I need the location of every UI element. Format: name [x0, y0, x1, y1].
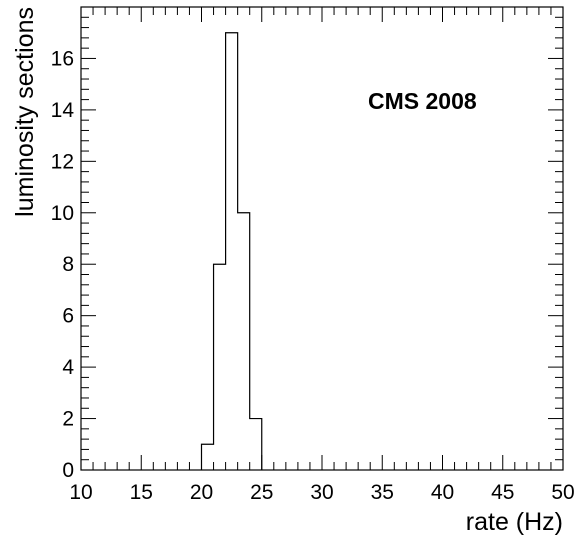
- y-tick-label: 14: [51, 99, 75, 122]
- chart-annotation: CMS 2008: [368, 88, 477, 114]
- y-tick-label: 12: [51, 150, 74, 173]
- y-tick-label: 8: [62, 253, 74, 276]
- x-axis-title: rate (Hz): [466, 508, 563, 536]
- y-tick-label: 16: [51, 47, 74, 70]
- x-tick-label: 15: [130, 481, 153, 504]
- x-axis: 10 15 20 25 30 35 40 45 50: [69, 7, 575, 504]
- y-tick-label: 0: [62, 459, 74, 482]
- plot-frame: [80, 6, 564, 471]
- histogram-bin: [202, 444, 214, 470]
- y-axis-title: luminosity sections: [11, 7, 39, 217]
- histogram-bin: [250, 419, 262, 470]
- x-tick-label: 35: [371, 481, 394, 504]
- histogram-bin: [226, 33, 238, 470]
- histogram-bin: [238, 213, 250, 470]
- histogram-bin: [214, 264, 226, 470]
- y-tick-label: 4: [62, 356, 74, 379]
- histogram-outline: [200, 32, 263, 470]
- x-tick-label: 10: [69, 481, 92, 504]
- y-tick-label: 10: [51, 202, 74, 225]
- x-tick-label: 25: [250, 481, 273, 504]
- x-tick-label: 30: [310, 481, 333, 504]
- x-tick-label: 45: [491, 481, 514, 504]
- x-tick-label: 50: [551, 481, 574, 504]
- y-axis: 0 2 4 6 8 10 12 14 16: [51, 6, 563, 482]
- y-tick-label: 6: [62, 305, 74, 328]
- x-tick-label: 40: [431, 481, 454, 504]
- y-tick-label: 2: [62, 408, 74, 431]
- x-tick-label: 20: [190, 481, 213, 504]
- histogram-bars: [202, 33, 262, 470]
